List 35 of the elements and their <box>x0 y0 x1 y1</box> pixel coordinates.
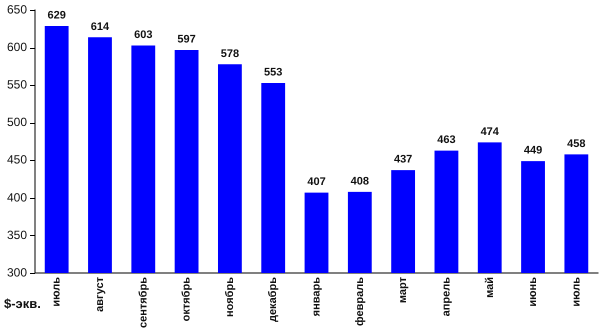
x-tick-label: июль <box>50 276 63 307</box>
y-tick-label: 650 <box>6 2 28 17</box>
data-label: 629 <box>47 10 66 22</box>
y-tick-label: 300 <box>6 265 28 280</box>
data-label: 463 <box>437 134 456 146</box>
data-label: 553 <box>264 66 282 79</box>
data-label: 597 <box>177 34 196 46</box>
data-label: 603 <box>134 29 152 42</box>
y-axis-title: $-экв. <box>4 296 41 311</box>
x-tick-label: июль <box>570 276 582 307</box>
y-tick-label: 350 <box>6 228 28 242</box>
data-label: 449 <box>524 144 542 157</box>
x-tick-label: январь <box>310 276 323 316</box>
data-label: 407 <box>307 176 326 188</box>
x-tick-label: май <box>484 277 496 298</box>
data-label: 458 <box>567 138 586 150</box>
data-label: 614 <box>90 20 110 33</box>
data-label: 578 <box>220 48 240 60</box>
y-tick-label: 500 <box>6 115 28 130</box>
data-label: 474 <box>480 126 500 138</box>
x-tick-label: июнь <box>527 276 540 307</box>
y-tick-label: 550 <box>6 78 28 92</box>
y-tick-label: 450 <box>6 152 28 167</box>
x-tick-label: февраль <box>354 276 366 326</box>
x-tick-label: ноябрь <box>224 276 236 317</box>
x-tick-label: апрель <box>440 276 452 316</box>
x-tick-label: октябрь <box>180 276 193 322</box>
y-tick-label: 400 <box>6 190 28 204</box>
data-label: 437 <box>394 154 412 166</box>
x-tick-label: март <box>397 276 410 304</box>
x-tick-label: сентябрь <box>137 276 150 328</box>
y-tick-label: 600 <box>6 40 28 54</box>
x-tick-label: август <box>94 276 106 312</box>
data-label: 408 <box>350 175 369 188</box>
x-tick-label: декабрь <box>267 276 280 322</box>
